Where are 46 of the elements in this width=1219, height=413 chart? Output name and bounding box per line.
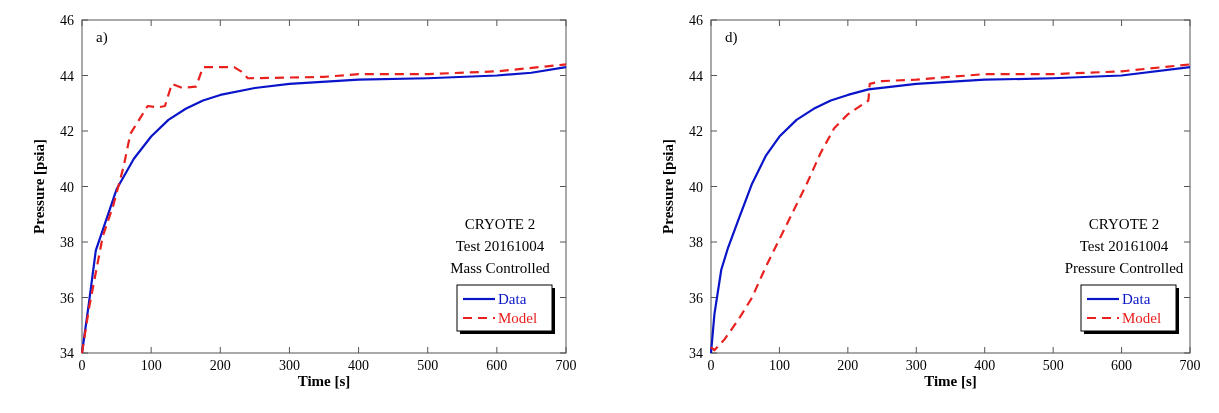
annotation: Test 20161004	[1079, 238, 1169, 254]
x-tick-label: 0	[78, 358, 86, 373]
x-tick-label: 200	[209, 358, 231, 373]
y-tick-label: 34	[689, 346, 703, 361]
x-tick-label: 500	[417, 358, 439, 373]
legend-label: Data	[498, 291, 527, 307]
y-tick-label: 40	[60, 179, 74, 195]
y-tick-label: 46	[689, 13, 703, 28]
x-tick-label: 500	[1042, 358, 1064, 373]
x-tick-label: 100	[768, 358, 790, 373]
y-tick-label: 38	[60, 235, 74, 250]
x-tick-label: 700	[1179, 358, 1201, 373]
y-tick-label: 40	[689, 179, 703, 195]
x-tick-label: 400	[974, 358, 996, 373]
x-axis-title: Time [s]	[924, 373, 977, 389]
y-axis-title: Pressure [psia]	[660, 139, 676, 234]
annotation: a)	[96, 29, 108, 46]
y-tick-label: 44	[689, 68, 703, 84]
annotation: CRYOTE 2	[464, 216, 536, 232]
annotation: Mass Controlled	[450, 260, 551, 276]
y-tick-label: 38	[689, 235, 703, 250]
legend-label: Data	[1122, 291, 1151, 307]
x-tick-label: 600	[1111, 358, 1133, 373]
x-tick-label: 700	[555, 358, 577, 373]
y-tick-label: 42	[689, 124, 703, 139]
y-tick-label: 42	[60, 124, 74, 139]
x-axis-title: Time [s]	[297, 373, 351, 389]
x-tick-label: 100	[140, 358, 162, 373]
x-tick-label: 300	[905, 358, 927, 373]
annotation: Test 20161004	[455, 238, 545, 254]
legend-label: Model	[1122, 310, 1162, 326]
y-tick-label: 34	[60, 346, 74, 361]
x-tick-label: 300	[278, 358, 300, 373]
x-tick-label: 400	[348, 358, 370, 373]
x-tick-label: 200	[837, 358, 859, 373]
y-tick-label: 46	[60, 13, 74, 28]
x-tick-label: 600	[486, 358, 508, 373]
y-tick-label: 36	[60, 290, 74, 306]
y-axis-title: Pressure [psia]	[31, 139, 47, 234]
y-tick-label: 44	[60, 68, 74, 84]
annotation: CRYOTE 2	[1088, 216, 1160, 232]
annotation: d)	[725, 29, 738, 46]
legend-label: Model	[498, 310, 538, 326]
y-tick-label: 36	[689, 290, 703, 306]
annotation: Pressure Controlled	[1064, 260, 1184, 276]
x-tick-label: 0	[707, 358, 715, 373]
